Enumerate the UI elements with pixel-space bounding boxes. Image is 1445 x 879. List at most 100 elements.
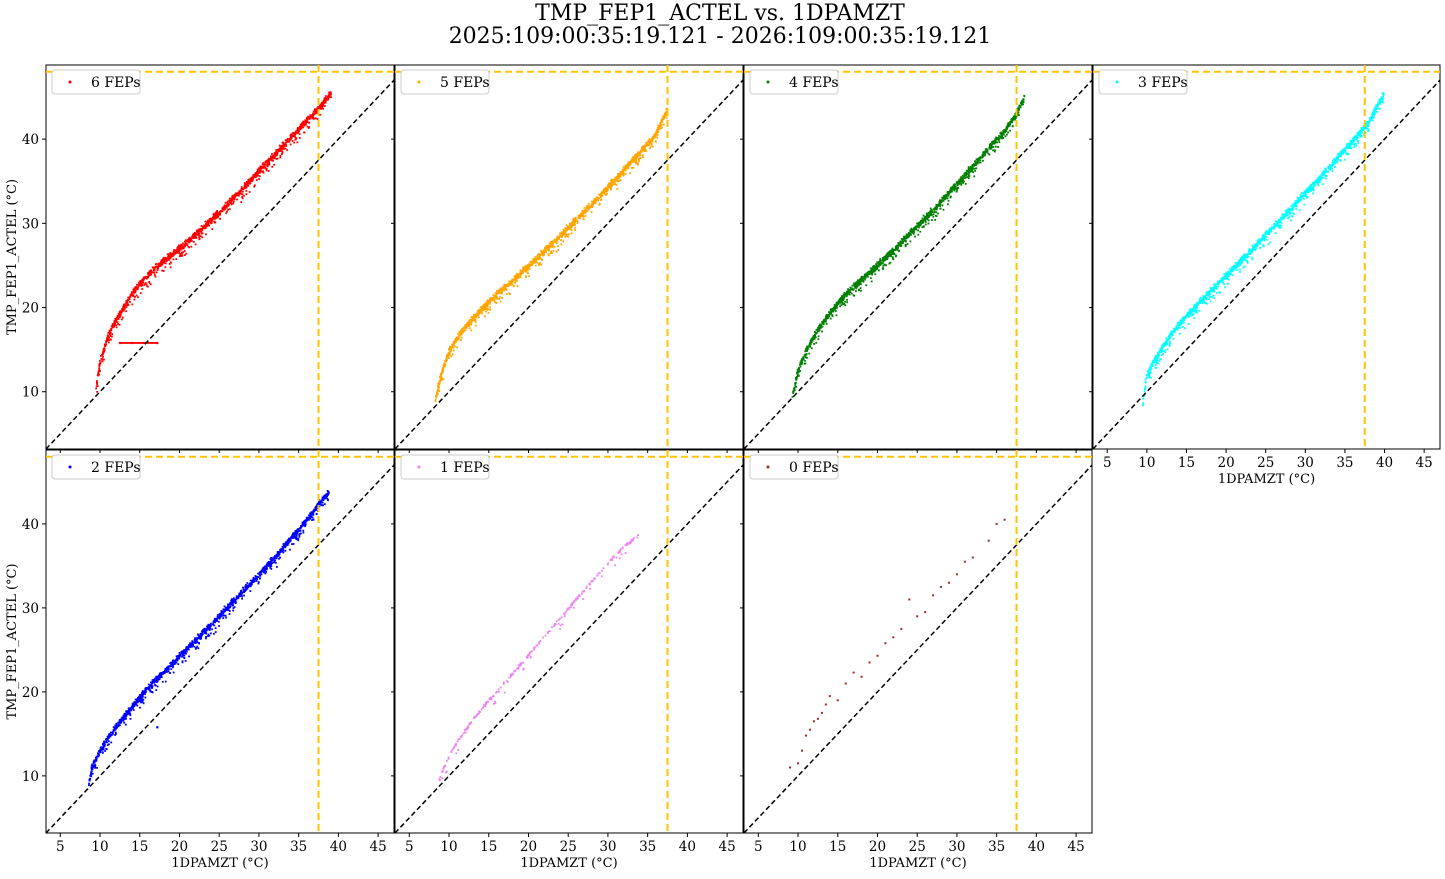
data-point — [635, 156, 637, 158]
data-point — [292, 135, 294, 137]
data-point — [858, 289, 860, 291]
data-point — [897, 242, 899, 244]
data-point — [974, 168, 976, 170]
data-point — [898, 250, 900, 252]
data-point — [648, 138, 650, 140]
data-point — [939, 199, 941, 201]
data-point — [1158, 360, 1160, 362]
data-point — [518, 275, 520, 277]
data-point — [561, 235, 563, 237]
data-point — [618, 173, 620, 175]
data-point — [485, 310, 487, 312]
data-point — [1007, 131, 1009, 133]
data-point — [928, 212, 930, 214]
data-point — [796, 378, 798, 380]
data-point — [159, 265, 161, 267]
data-point — [488, 303, 490, 305]
data-point — [175, 252, 177, 254]
data-point — [851, 285, 853, 287]
data-point — [895, 256, 897, 258]
data-point — [205, 233, 207, 235]
data-point — [236, 199, 238, 201]
data-point — [983, 151, 985, 153]
data-point — [478, 312, 480, 314]
data-point — [623, 169, 625, 171]
data-point — [252, 180, 254, 182]
data-point — [540, 250, 542, 252]
data-point — [872, 270, 874, 272]
data-point — [887, 254, 889, 256]
data-point — [146, 278, 148, 280]
data-point — [450, 355, 452, 357]
data-point — [1262, 244, 1264, 246]
data-point — [435, 399, 437, 401]
data-point — [860, 283, 862, 285]
data-point — [563, 233, 565, 235]
data-point — [557, 245, 559, 247]
plot-area — [744, 65, 1092, 449]
data-point — [1223, 283, 1225, 285]
data-point — [110, 338, 112, 340]
data-point — [453, 350, 455, 352]
data-point — [116, 326, 118, 328]
data-point — [242, 191, 244, 193]
data-point — [543, 253, 545, 255]
data-point — [137, 296, 139, 298]
data-point — [559, 232, 561, 234]
data-point — [148, 281, 150, 283]
data-point — [859, 280, 861, 282]
data-point — [155, 266, 157, 268]
data-point — [1357, 142, 1359, 144]
data-point — [467, 322, 469, 324]
data-point — [993, 140, 995, 142]
data-point — [815, 342, 817, 344]
data-point — [226, 211, 228, 213]
x-tick-label: 45 — [1416, 455, 1433, 471]
data-point — [846, 301, 848, 303]
data-point — [184, 250, 186, 252]
data-point — [139, 284, 141, 286]
data-point — [822, 326, 824, 328]
data-point — [529, 268, 531, 270]
data-point — [117, 323, 119, 325]
data-point — [884, 264, 886, 266]
data-point — [301, 127, 303, 129]
data-point — [806, 346, 808, 348]
chart-title-line-1: TMP_FEP1_ACTEL vs. 1DPAMZT — [535, 1, 905, 26]
data-point — [860, 290, 862, 292]
data-point — [853, 288, 855, 290]
data-point — [595, 201, 597, 203]
data-point — [828, 316, 830, 318]
data-point — [633, 167, 635, 169]
data-point — [282, 151, 284, 153]
data-point — [950, 191, 952, 193]
diagonal-reference-line — [744, 80, 1092, 449]
data-point — [240, 201, 242, 203]
data-point — [298, 130, 300, 132]
data-point — [1005, 135, 1007, 137]
data-point — [639, 152, 641, 154]
data-point — [136, 284, 138, 286]
data-point — [910, 231, 912, 233]
data-point — [458, 338, 460, 340]
data-point — [958, 180, 960, 182]
data-point — [562, 241, 564, 243]
data-point — [102, 356, 104, 358]
series-points — [95, 91, 332, 393]
data-point — [156, 271, 158, 273]
data-point — [211, 228, 213, 230]
data-point — [316, 107, 318, 109]
data-point — [221, 211, 223, 213]
data-point — [835, 310, 837, 312]
data-point — [293, 142, 295, 144]
data-point — [936, 206, 938, 208]
data-point — [96, 391, 98, 393]
data-point — [308, 117, 310, 119]
data-point — [662, 118, 664, 120]
data-point — [167, 259, 169, 261]
data-point — [878, 264, 880, 266]
data-point — [199, 231, 201, 233]
data-point — [956, 182, 958, 184]
data-point — [156, 263, 158, 265]
data-point — [281, 147, 283, 149]
